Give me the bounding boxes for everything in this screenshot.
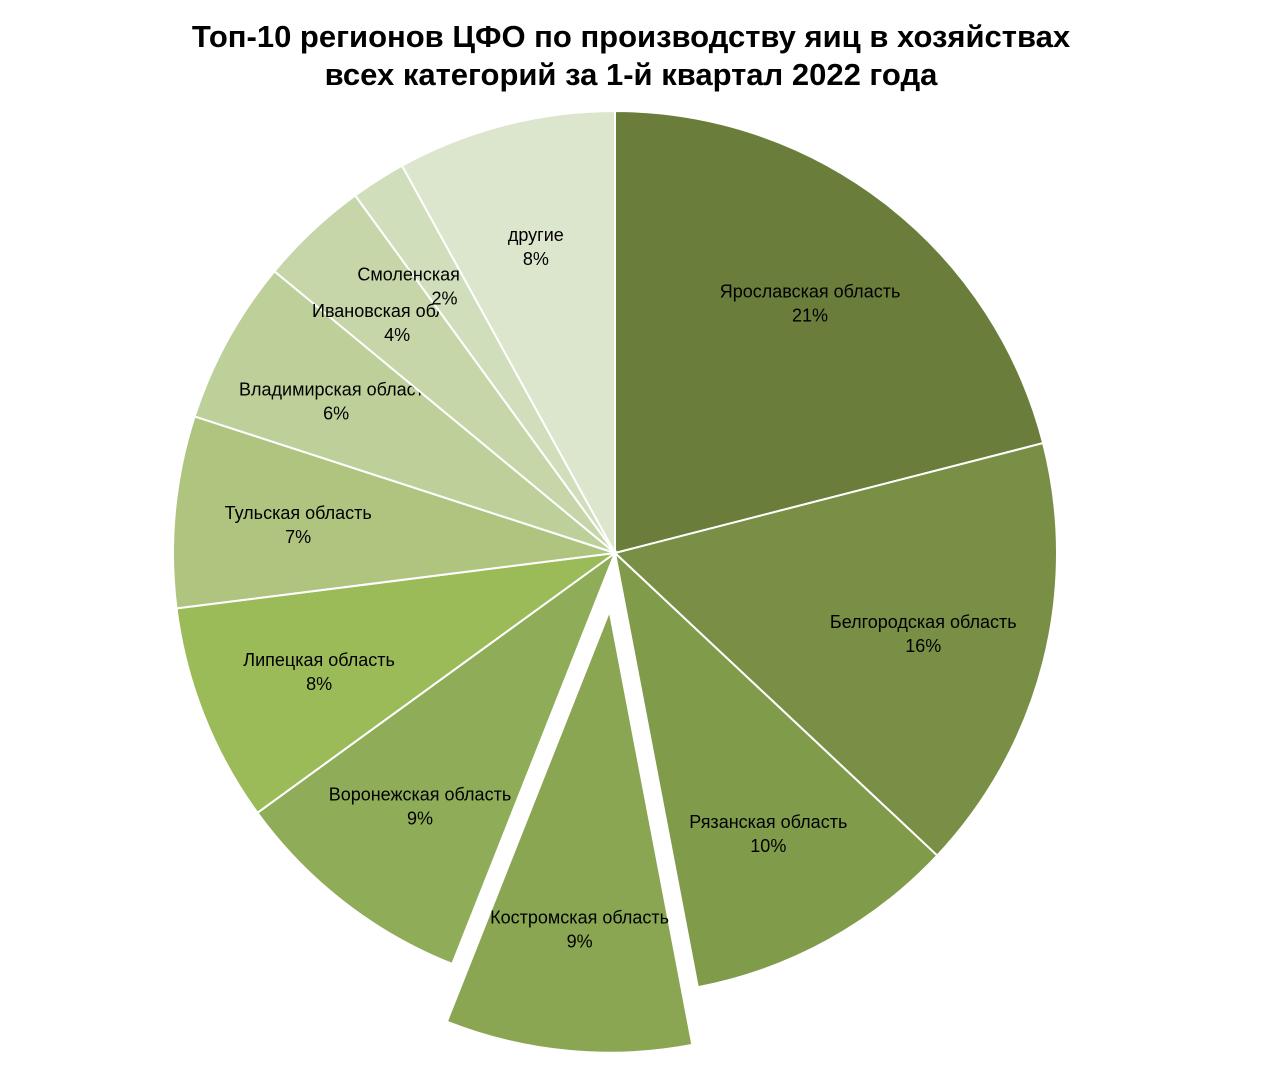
- slice-percent-8: 4%: [384, 325, 410, 345]
- pie-slice-2: [613, 550, 939, 989]
- slice-label-1: Белгородская область 16%: [830, 612, 1017, 656]
- chart-title-line-1: Топ-10 регионов ЦФО по производству яиц …: [191, 19, 1071, 54]
- slice-name-5: Липецкая область: [243, 650, 395, 670]
- slice-name-1: Белгородская область: [830, 612, 1017, 632]
- slice-name-7: Владимирская область: [239, 380, 433, 400]
- pie-slice-1: [612, 441, 1058, 857]
- slice-percent-5: 8%: [306, 674, 332, 694]
- slice-name-6: Тульская область: [225, 503, 372, 523]
- slice-percent-3: 9%: [567, 932, 593, 952]
- slice-percent-9: 2%: [431, 288, 457, 308]
- chart-title: Топ-10 регионов ЦФО по производству яиц …: [0, 18, 1262, 94]
- slice-label-4: Воронежская область 9%: [329, 784, 512, 828]
- slice-percent-1: 16%: [905, 636, 941, 656]
- pie-slice-0: [614, 109, 1045, 555]
- chart-title-line-2: всех категорий за 1-й квартал 2022 года: [324, 57, 938, 92]
- pie-slice-4: [256, 550, 618, 966]
- pie-slice-6: [172, 415, 616, 610]
- pie-slice-3: [445, 607, 694, 1054]
- slice-label-7: Владимирская область 6%: [239, 380, 433, 424]
- pie-slice-10: [400, 109, 616, 554]
- slice-label-5: Липецкая область 8%: [243, 650, 395, 694]
- pie-slice-7: [193, 269, 616, 554]
- slice-label-2: Рязанская область 10%: [689, 812, 847, 856]
- slice-percent-6: 7%: [285, 527, 311, 547]
- slice-name-10: другие: [508, 225, 564, 245]
- slice-percent-7: 6%: [323, 404, 349, 424]
- slice-percent-0: 21%: [792, 306, 828, 326]
- slice-percent-10: 8%: [523, 249, 549, 269]
- slice-name-4: Воронежская область: [329, 784, 512, 804]
- slice-label-6: Тульская область 7%: [225, 503, 372, 547]
- slice-name-0: Ярославская область: [720, 282, 901, 302]
- slice-name-2: Рязанская область: [689, 812, 847, 832]
- slice-label-0: Ярославская область 21%: [720, 282, 901, 326]
- slice-percent-4: 9%: [407, 808, 433, 828]
- slice-percent-2: 10%: [750, 836, 786, 856]
- slice-label-10: другие 8%: [508, 225, 564, 269]
- slice-label-3: Костромская область 9%: [490, 908, 669, 952]
- slice-name-3: Костромская область: [490, 908, 669, 928]
- pie-slice-5: [175, 552, 616, 815]
